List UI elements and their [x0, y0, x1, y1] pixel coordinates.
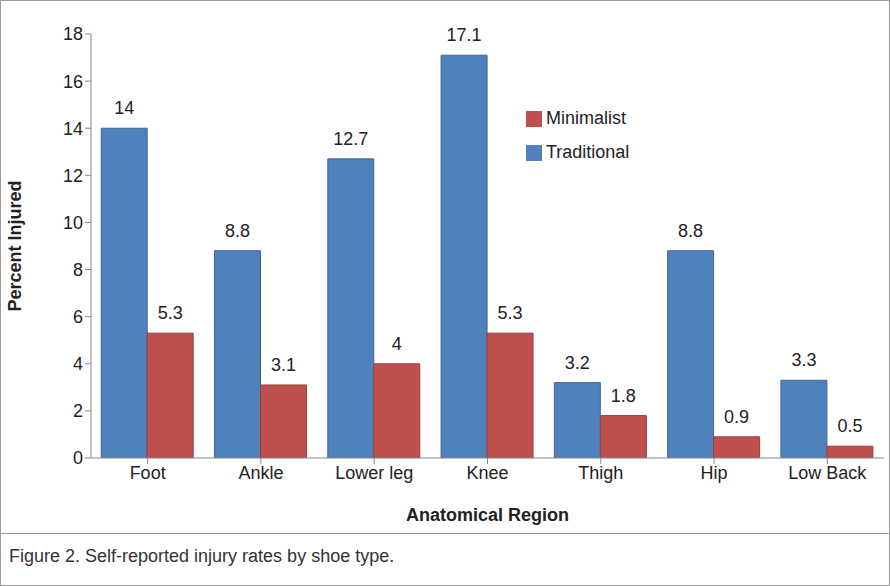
svg-text:8: 8	[73, 260, 83, 280]
svg-text:Ankle: Ankle	[238, 463, 283, 483]
svg-text:1.8: 1.8	[611, 386, 636, 406]
svg-text:0.9: 0.9	[724, 407, 749, 427]
svg-text:0: 0	[73, 448, 83, 468]
html-text:Figure 2. Self-reported injury: Figure 2. Self-reported injury rates by …	[9, 546, 395, 566]
svg-text:14: 14	[114, 98, 134, 118]
svg-text:5.3: 5.3	[158, 303, 183, 323]
svg-text:Knee: Knee	[466, 463, 508, 483]
svg-text:2: 2	[73, 401, 83, 421]
svg-text:Thigh: Thigh	[578, 463, 623, 483]
svg-text:Lower leg: Lower leg	[335, 463, 413, 483]
svg-text:3.1: 3.1	[271, 355, 296, 375]
svg-text:10: 10	[63, 213, 83, 233]
svg-text:Foot: Foot	[130, 463, 166, 483]
svg-text:5.3: 5.3	[498, 303, 523, 323]
svg-text:17.1: 17.1	[447, 25, 482, 45]
svg-text:3.2: 3.2	[565, 353, 590, 373]
svg-text:8.8: 8.8	[225, 221, 250, 241]
svg-text:18: 18	[63, 24, 83, 44]
svg-text:4: 4	[392, 334, 402, 354]
html-text:Traditional: Traditional	[546, 142, 630, 162]
svg-text:Anatomical Region: Anatomical Region	[406, 505, 569, 525]
svg-text:8.8: 8.8	[678, 221, 703, 241]
svg-text:Percent Injured: Percent Injured	[8, 180, 25, 311]
svg-text:3.3: 3.3	[791, 350, 816, 370]
svg-text:4: 4	[73, 354, 83, 374]
svg-text:16: 16	[63, 72, 83, 92]
svg-text:6: 6	[73, 307, 83, 327]
svg-text:12.7: 12.7	[333, 129, 368, 149]
svg-text:12: 12	[63, 166, 83, 186]
svg-text:Hip: Hip	[701, 463, 728, 483]
html-text:Minimalist: Minimalist	[546, 108, 626, 128]
svg-text:14: 14	[63, 119, 83, 139]
svg-text:0.5: 0.5	[837, 416, 862, 436]
svg-text:Low Back: Low Back	[788, 463, 867, 483]
